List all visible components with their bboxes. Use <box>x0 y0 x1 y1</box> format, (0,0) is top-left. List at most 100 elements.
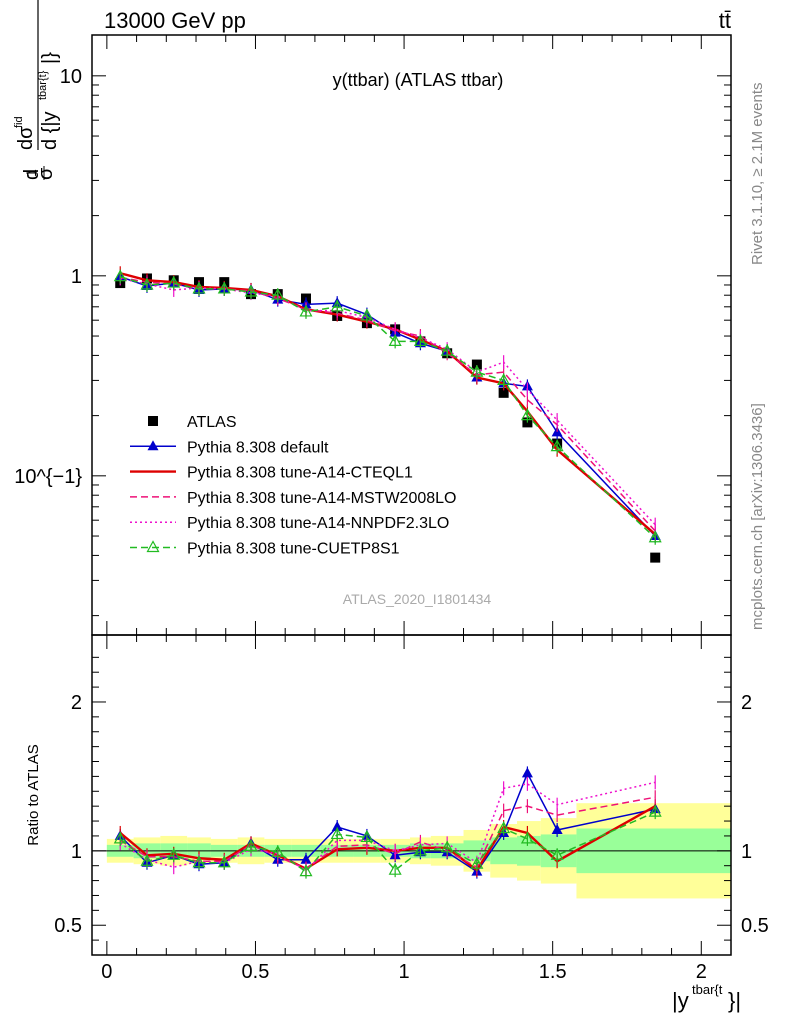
energy-label: 13000 GeV pp <box>104 8 246 33</box>
svg-text:σ: σ <box>35 167 57 180</box>
main-point-pythia-8-308-tune-cuetp8s1 <box>440 343 454 356</box>
legend: ATLAS Pythia 8.308 default Pythia 8.308 tu… <box>130 414 456 558</box>
main-point-pythia-8-308-tune-cuetp8s1 <box>140 277 154 290</box>
ratio-point-pythia-8-308-tune-cuetp8s1 <box>388 862 402 875</box>
ratio-point-pythia-8-308-tune-cuetp8s1 <box>550 848 564 860</box>
main-point-pythia-8-308-tune-cuetp8s1 <box>167 275 181 288</box>
ratio-point-pythia-8-308-tune-cuetp8s1 <box>360 830 374 843</box>
mcplots-label: mcplots.cern.ch [arXiv:1306.3436] <box>749 403 766 630</box>
main-point-pythia-8-308-tune-cuetp8s1 <box>299 304 313 317</box>
ratio-y-tick-label-right: 2 <box>741 692 752 714</box>
main-line-pythia-8-308-tune-a14-cteql1 <box>119 272 656 536</box>
ratio-point-pythia-8-308-tune-cuetp8s1 <box>244 839 258 851</box>
ratio-point-pythia-8-308-default <box>551 823 563 834</box>
legend-label: Pythia 8.308 tune-A14-NNPDF2.3LO <box>187 515 449 532</box>
main-series-group <box>113 266 662 563</box>
plot-title: y(ttbar) (ATLAS ttbar) <box>333 70 504 90</box>
main-line-pythia-8-308-tune-cuetp8s1 <box>120 275 656 539</box>
legend-label: Pythia 8.308 default <box>187 439 329 456</box>
main-y-axis-formula: dσ fid d {|y tbar{t} |} <box>13 0 61 150</box>
x-tick-label: 2 <box>696 961 707 983</box>
ratio-point-pythia-8-308-tune-cuetp8s1 <box>167 848 181 860</box>
ratio-series-group <box>113 766 662 879</box>
y-tick-label: 10^{−1} <box>14 466 82 488</box>
x-tick-label: 0 <box>101 961 112 983</box>
ratio-point-pythia-8-308-tune-cuetp8s1 <box>271 845 285 857</box>
ratio-line-pythia-8-308-tune-a14-mstw2008lo <box>119 796 656 870</box>
main-point-pythia-8-308-tune-cuetp8s1 <box>470 364 484 377</box>
ratio-point-pythia-8-308-tune-cuetp8s1 <box>299 864 313 877</box>
analysis-watermark: ATLAS_2020_I1801434 <box>343 591 492 607</box>
svg-text:tbar{t}: tbar{t} <box>37 70 49 100</box>
svg-text:d: d <box>21 169 43 180</box>
legend-label: ATLAS <box>187 414 237 431</box>
rivet-version-label: Rivet 3.1.10, ≥ 2.1M events <box>749 83 766 266</box>
main-point-pythia-8-308-tune-cuetp8s1 <box>271 287 285 300</box>
main-line-pythia-8-308-tune-a14-mstw2008lo <box>120 276 656 532</box>
legend-label: Pythia 8.308 tune-A14-CTEQL1 <box>187 465 413 482</box>
ratio-point-pythia-8-308-tune-cuetp8s1 <box>140 853 154 866</box>
svg-text:1: 1 <box>23 169 39 177</box>
ratio-point-pythia-8-308-tune-cuetp8s1 <box>520 831 534 844</box>
process-label: tt̄ <box>719 8 731 33</box>
ratio-point-pythia-8-308-tune-cuetp8s1 <box>413 843 427 856</box>
svg-text:}|: }| <box>728 988 741 1013</box>
ratio-point-pythia-8-308-tune-cuetp8s1 <box>330 827 344 840</box>
x-axis-label: |y tbar{t }| <box>672 982 741 1013</box>
main-point-pythia-8-308-tune-cuetp8s1 <box>192 281 206 294</box>
ratio-point-pythia-8-308-tune-cuetp8s1 <box>440 840 454 853</box>
svg-text:d {|y: d {|y <box>39 111 61 150</box>
ratio-line-pythia-8-308-tune-cuetp8s1 <box>119 811 656 873</box>
ratio-y-tick-label-right: 0.5 <box>741 915 769 937</box>
ratio-point-pythia-8-308-default <box>331 821 343 831</box>
ratio-point-pythia-8-308-default <box>300 853 312 864</box>
ratio-point-pythia-8-308-tune-cuetp8s1 <box>497 821 511 834</box>
main-point-pythia-8-308-tune-cuetp8s1 <box>497 373 511 385</box>
svg-text:dσ: dσ <box>15 126 37 150</box>
ratio-y-tick-label-right: 1 <box>741 841 752 863</box>
main-point-pythia-8-308-tune-cuetp8s1 <box>388 334 402 347</box>
ratio-point-pythia-8-308-default <box>521 767 533 778</box>
legend-marker <box>147 440 159 451</box>
main-y-axis-label: d σ 1 <box>21 166 57 180</box>
x-tick-label: 1.5 <box>539 961 567 983</box>
ratio-line-pythia-8-308-tune-a14-cteql1 <box>119 805 656 872</box>
ratio-frame <box>91 634 732 956</box>
ratio-line-pythia-8-308-tune-a14-nnpdf2-3lo <box>119 781 656 872</box>
main-point-atlas <box>498 387 509 398</box>
svg-text:|y: |y <box>672 988 689 1013</box>
main-point-pythia-8-308-tune-cuetp8s1 <box>217 281 231 294</box>
ratio-point-pythia-8-308-tune-cuetp8s1 <box>648 804 662 817</box>
ratio-y-tick-label: 2 <box>71 692 82 714</box>
svg-text:|}: |} <box>39 52 61 64</box>
ratio-y-tick-label: 1 <box>71 841 82 863</box>
main-point-pythia-8-308-tune-cuetp8s1 <box>413 334 427 347</box>
main-point-atlas <box>471 359 482 370</box>
ratio-y-tick-label: 0.5 <box>54 915 82 937</box>
svg-text:fid: fid <box>13 116 25 128</box>
y-tick-label: 10 <box>60 66 82 88</box>
ratio-point-pythia-8-308-tune-cuetp8s1 <box>113 831 127 844</box>
main-point-pythia-8-308-tune-cuetp8s1 <box>330 299 344 312</box>
ratio-y-axis-label: Ratio to ATLAS <box>25 744 42 845</box>
main-line-pythia-8-308-tune-a14-nnpdf2-3lo <box>120 277 656 526</box>
main-point-atlas <box>650 552 661 563</box>
x-tick-label: 1 <box>399 961 410 983</box>
main-point-pythia-8-308-tune-cuetp8s1 <box>550 439 564 452</box>
main-point-pythia-8-308-tune-cuetp8s1 <box>648 530 662 543</box>
ratio-point-pythia-8-308-tune-cuetp8s1 <box>217 855 231 868</box>
y-tick-label: 1 <box>71 266 82 288</box>
main-point-pythia-8-308-tune-cuetp8s1 <box>244 284 258 297</box>
main-point-pythia-8-308-tune-cuetp8s1 <box>113 269 127 282</box>
legend-marker <box>148 416 158 426</box>
x-tick-label: 0.5 <box>242 961 270 983</box>
main-point-pythia-8-308-tune-cuetp8s1 <box>520 408 534 421</box>
legend-label: Pythia 8.308 tune-CUETP8S1 <box>187 541 400 558</box>
svg-text:tbar{t: tbar{t <box>692 982 723 997</box>
legend-marker <box>146 540 160 553</box>
axes-group: 0 0.5 1 1.5 2 1 10 10^{−1} 0.5 0.5 1 1 2 2 <box>14 34 769 983</box>
main-point-pythia-8-308-tune-cuetp8s1 <box>360 308 374 321</box>
legend-label: Pythia 8.308 tune-A14-MSTW2008LO <box>187 490 456 507</box>
ratio-point-pythia-8-308-tune-cuetp8s1 <box>192 855 206 868</box>
